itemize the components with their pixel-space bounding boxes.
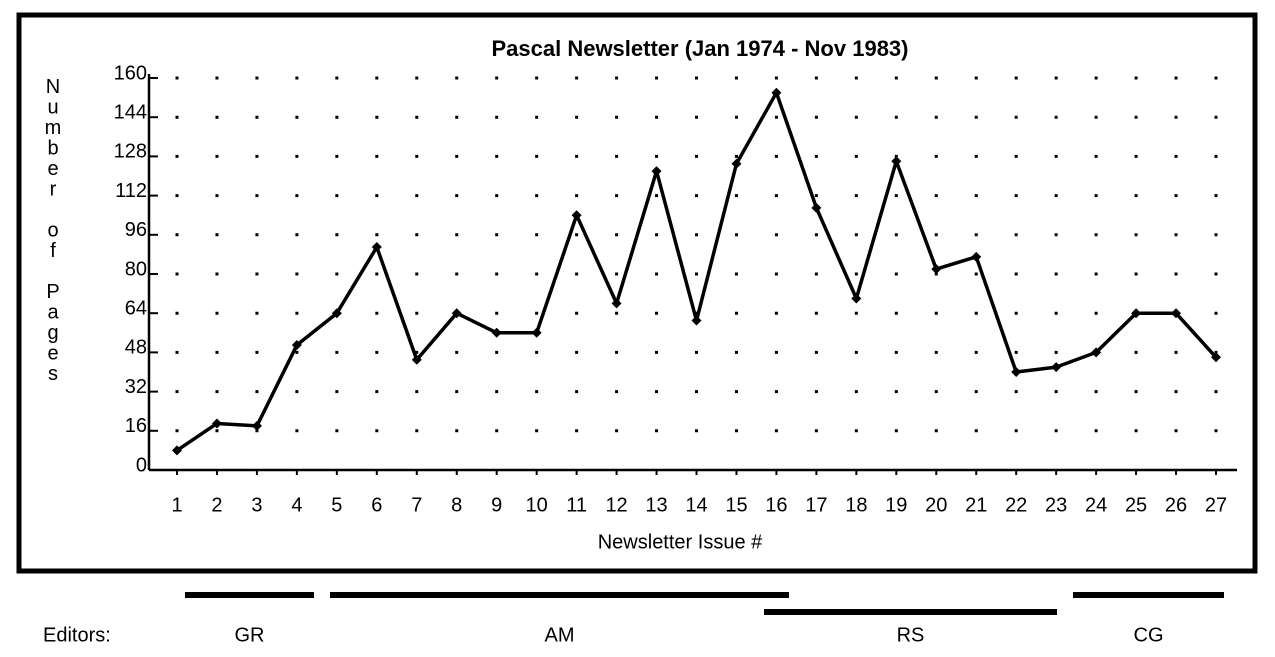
chart-frame bbox=[16, 12, 1258, 574]
y-tick-label: 96 bbox=[125, 219, 147, 241]
x-tick-label: 7 bbox=[411, 494, 422, 516]
point bbox=[1011, 367, 1022, 377]
point bbox=[331, 308, 342, 319]
x-tick-label: 1 bbox=[171, 494, 182, 516]
y-tick-label: 16 bbox=[125, 415, 147, 437]
x-tick-label: 5 bbox=[331, 494, 342, 516]
point bbox=[1091, 347, 1102, 358]
y-tick-label: 64 bbox=[125, 297, 147, 319]
point bbox=[611, 298, 622, 309]
x-tick-label: 21 bbox=[965, 494, 987, 516]
line bbox=[176, 90, 1218, 452]
y-tick-label: 144 bbox=[114, 101, 147, 123]
point bbox=[891, 156, 902, 167]
x-tick-label: 22 bbox=[1005, 494, 1027, 516]
y-tick-label: 48 bbox=[125, 337, 147, 359]
point bbox=[1211, 352, 1221, 363]
y-tick-label: 32 bbox=[125, 376, 147, 398]
editors-label: Editors: bbox=[43, 624, 111, 646]
point bbox=[172, 445, 182, 456]
point bbox=[971, 251, 982, 262]
point bbox=[691, 315, 702, 326]
x-tick-label: 11 bbox=[566, 494, 587, 516]
x-tick-label: 2 bbox=[211, 494, 222, 516]
x-tick-label: 18 bbox=[845, 494, 867, 516]
point bbox=[731, 158, 742, 169]
x-tick-label: 26 bbox=[1165, 494, 1187, 516]
y-tick-label: 80 bbox=[125, 258, 147, 280]
point bbox=[771, 87, 782, 98]
x-tick-label: 14 bbox=[685, 494, 707, 516]
point bbox=[571, 210, 582, 221]
point bbox=[1171, 308, 1182, 319]
point bbox=[371, 242, 382, 253]
x-tick-label: 19 bbox=[885, 494, 907, 516]
x-axis-label: Newsletter Issue # bbox=[598, 531, 763, 553]
x-tick-label: 25 bbox=[1125, 494, 1147, 516]
editor-label: RS bbox=[897, 624, 925, 646]
point bbox=[1051, 362, 1062, 373]
x-tick-label: 4 bbox=[291, 494, 302, 516]
x-tick-label: 24 bbox=[1085, 494, 1107, 516]
point bbox=[931, 264, 942, 275]
x-tick-label: 23 bbox=[1045, 494, 1067, 516]
point bbox=[211, 418, 222, 429]
x-tick-label: 12 bbox=[605, 494, 627, 516]
x-tick-label: 13 bbox=[645, 494, 667, 516]
point bbox=[251, 420, 262, 431]
chart-title: Pascal Newsletter (Jan 1974 - Nov 1983) bbox=[491, 36, 908, 61]
x-tick-label: 16 bbox=[765, 494, 787, 516]
x-tick-label: 15 bbox=[725, 494, 747, 516]
point bbox=[291, 340, 302, 351]
x-tick-label: 17 bbox=[805, 494, 827, 516]
point bbox=[651, 166, 662, 177]
y-tick-label: 112 bbox=[115, 180, 147, 202]
y-tick-label: 128 bbox=[114, 141, 147, 163]
point bbox=[411, 354, 422, 365]
editor-label: CG bbox=[1134, 624, 1164, 646]
y-tick-label: 160 bbox=[114, 62, 147, 84]
point bbox=[1131, 308, 1142, 319]
editor-label: AM bbox=[545, 624, 575, 646]
point bbox=[811, 202, 822, 213]
editor-label: GR bbox=[235, 624, 265, 646]
point bbox=[531, 327, 542, 338]
x-tick-label: 10 bbox=[526, 494, 548, 516]
x-tick-label: 8 bbox=[451, 494, 462, 516]
x-tick-label: 3 bbox=[251, 494, 262, 516]
x-tick-label: 9 bbox=[491, 494, 502, 516]
x-tick-label: 20 bbox=[925, 494, 947, 516]
x-tick-label: 6 bbox=[371, 494, 382, 516]
x-tick-label: 27 bbox=[1205, 494, 1227, 516]
point bbox=[491, 327, 502, 338]
y-tick-label: 0 bbox=[136, 454, 147, 476]
point bbox=[451, 308, 462, 319]
point bbox=[851, 293, 862, 304]
